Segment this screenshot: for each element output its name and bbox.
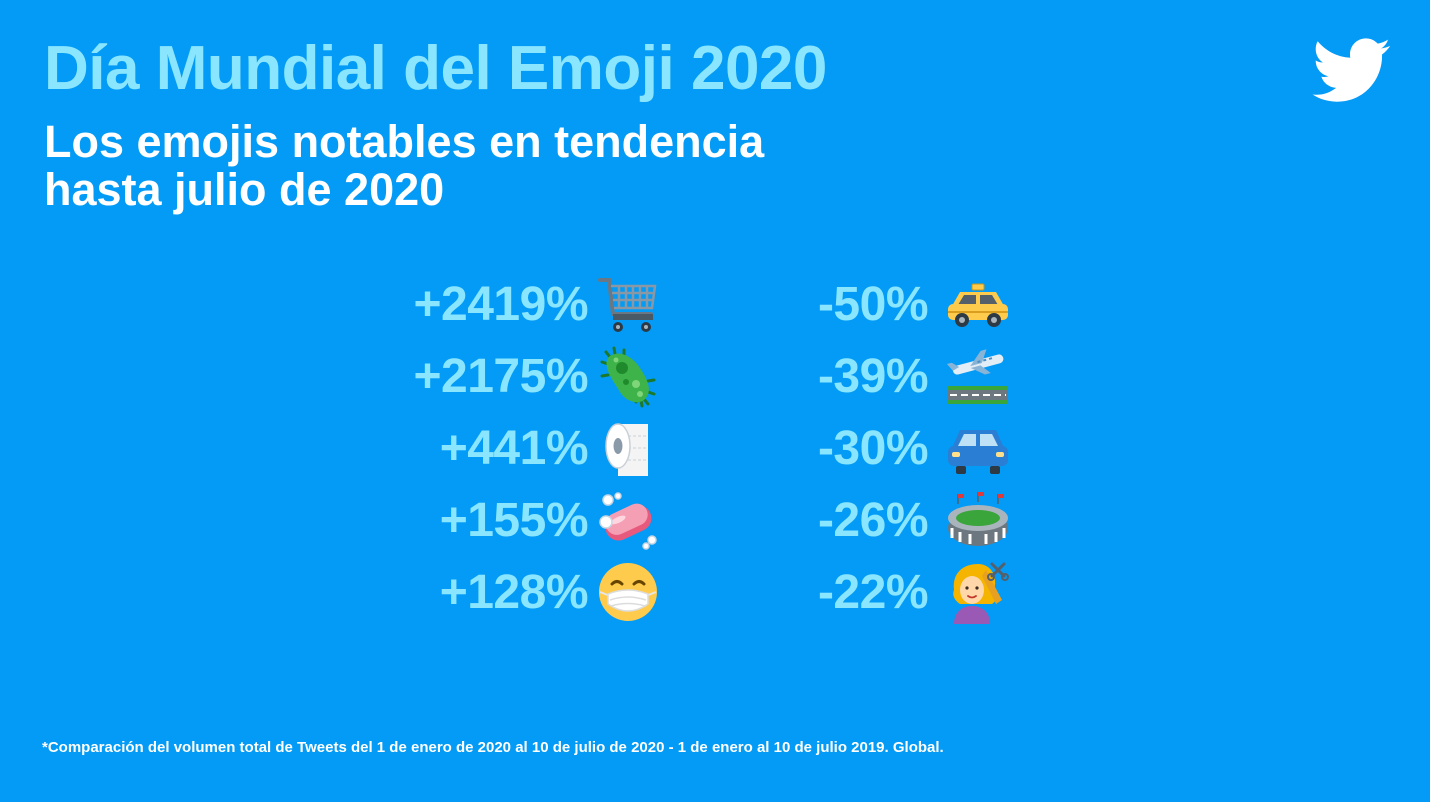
trend-value: -22% [817,565,929,619]
haircut-icon [953,562,1009,624]
trend-value: -39% [817,349,929,403]
trend-row: -22% [700,556,1010,628]
airplane-departure-icon [946,349,1008,404]
trend-value: -26% [817,493,929,547]
page-title: Día Mundial del Emoji 2020 [44,34,827,103]
trend-row: -39% [700,340,1010,412]
footnote: *Comparación del volumen total de Tweets… [42,739,944,756]
trend-value: +2175% [413,349,589,403]
trend-row: +2419% [300,268,660,340]
trend-value: +2419% [413,277,589,331]
toilet-paper-icon [605,423,648,476]
trend-row: +128% [300,556,660,628]
taxi-icon [948,283,1008,327]
trend-row: +2175% [300,340,660,412]
face-with-medical-mask-icon [599,563,657,621]
trend-row: -30% [700,412,1010,484]
trend-row: +155% [300,484,660,556]
microbe-icon [600,346,656,408]
subtitle-line-1: Los emojis notables en tendencia [44,116,765,167]
trend-value: -50% [817,277,929,331]
trend-row: +441% [300,412,660,484]
trend-row: -50% [700,268,1010,340]
shopping-cart-icon [598,278,657,332]
trend-value: -30% [817,421,929,475]
decreases-column: -50% -39% -30% [700,268,1010,628]
page-subtitle: Los emojis notables en tendencia hasta j… [44,118,944,214]
trend-value: +155% [439,493,589,547]
stadium-icon [948,492,1008,546]
automobile-icon [948,430,1008,474]
trend-row: -26% [700,484,1010,556]
increases-column: +2419% +2175% +441% [300,268,660,628]
twitter-bird-icon [1312,38,1391,102]
trend-value: +441% [439,421,589,475]
trend-value: +128% [439,565,589,619]
soap-icon [599,492,657,550]
subtitle-line-2: hasta julio de 2020 [44,164,445,215]
